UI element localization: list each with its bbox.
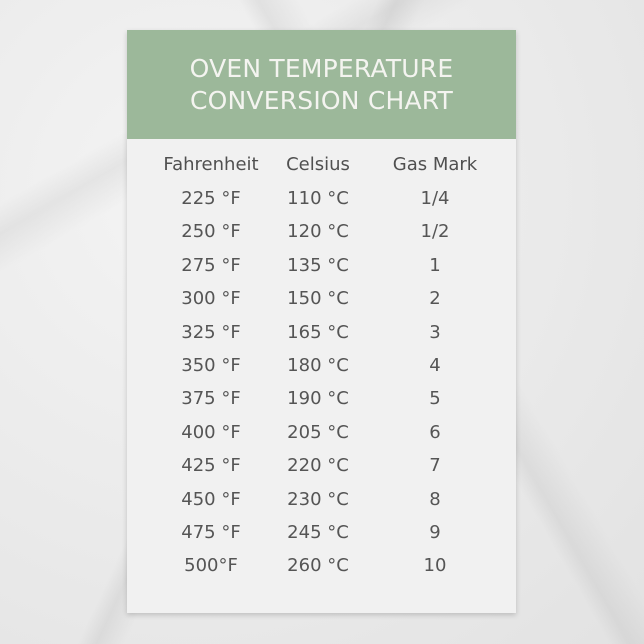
celsius-cell: 260 °C xyxy=(287,555,349,577)
fahrenheit-cell: 350 °F xyxy=(181,355,241,376)
gas-mark-cell: 8 xyxy=(429,488,441,510)
celsius-cell: 150 °C xyxy=(287,288,349,310)
gas-mark-cell: 7 xyxy=(429,455,441,477)
table-row: 325 °F 165 °C 3 xyxy=(127,322,516,355)
gas-mark-cell: 9 xyxy=(429,522,441,543)
gas-mark-cell: 1/4 xyxy=(420,188,450,209)
fahrenheit-cell: 475 °F xyxy=(181,522,241,543)
column-headers: Fahrenheit Celsius Gas Mark xyxy=(127,154,516,187)
gas-mark-cell: 1 xyxy=(429,254,441,276)
conversion-chart-card: OVEN TEMPERATURE CONVERSION CHART Fahren… xyxy=(127,30,516,613)
table-row: 450 °F 230 °C 8 xyxy=(127,489,516,522)
title-line-2: CONVERSION CHART xyxy=(189,85,454,115)
fahrenheit-cell: 300 °F xyxy=(181,288,241,310)
celsius-cell: 230 °C xyxy=(287,488,349,510)
table-row: 300 °F 150 °C 2 xyxy=(127,288,516,321)
table-row: 275 °F 135 °C 1 xyxy=(127,255,516,288)
fahrenheit-cell: 325 °F xyxy=(181,321,241,343)
gas-mark-cell: 10 xyxy=(423,555,447,577)
gas-mark-cell: 3 xyxy=(429,321,441,343)
column-header-fahrenheit: Fahrenheit xyxy=(163,154,259,175)
table-row: 225 °F 110 °C 1/4 xyxy=(127,188,516,221)
title-line-1: OVEN TEMPERATURE xyxy=(189,53,454,83)
fahrenheit-cell: 225 °F xyxy=(181,188,241,209)
fahrenheit-cell: 375 °F xyxy=(181,388,241,410)
fahrenheit-cell: 400 °F xyxy=(181,421,241,443)
celsius-cell: 165 °C xyxy=(287,321,349,343)
chart-header: OVEN TEMPERATURE CONVERSION CHART xyxy=(127,30,516,139)
column-header-gas-mark: Gas Mark xyxy=(392,154,478,175)
fahrenheit-cell: 275 °F xyxy=(181,254,241,276)
gas-mark-cell: 1/2 xyxy=(420,221,450,243)
table-row: 400 °F 205 °C 6 xyxy=(127,422,516,455)
table-row: 350 °F 180 °C 4 xyxy=(127,355,516,388)
gas-mark-cell: 5 xyxy=(429,388,441,410)
celsius-cell: 180 °C xyxy=(287,355,349,376)
gas-mark-cell: 4 xyxy=(429,355,441,376)
gas-mark-cell: 2 xyxy=(429,288,441,310)
celsius-cell: 220 °C xyxy=(287,455,349,477)
table-row: 475 °F 245 °C 9 xyxy=(127,522,516,555)
fahrenheit-cell: 425 °F xyxy=(181,455,241,477)
table-row: 425 °F 220 °C 7 xyxy=(127,455,516,488)
column-header-celsius: Celsius xyxy=(286,154,350,175)
celsius-cell: 205 °C xyxy=(287,421,349,443)
celsius-cell: 135 °C xyxy=(287,254,349,276)
table-row: 375 °F 190 °C 5 xyxy=(127,388,516,421)
gas-mark-cell: 6 xyxy=(429,421,441,443)
fahrenheit-cell: 450 °F xyxy=(181,488,241,510)
celsius-cell: 245 °C xyxy=(287,522,349,543)
fahrenheit-cell: 500°F xyxy=(184,555,238,577)
celsius-cell: 110 °C xyxy=(287,188,349,209)
table-row: 250 °F 120 °C 1/2 xyxy=(127,221,516,254)
fahrenheit-cell: 250 °F xyxy=(181,221,241,243)
celsius-cell: 190 °C xyxy=(287,388,349,410)
table-row: 500°F 260 °C 10 xyxy=(127,555,516,588)
celsius-cell: 120 °C xyxy=(287,221,349,243)
